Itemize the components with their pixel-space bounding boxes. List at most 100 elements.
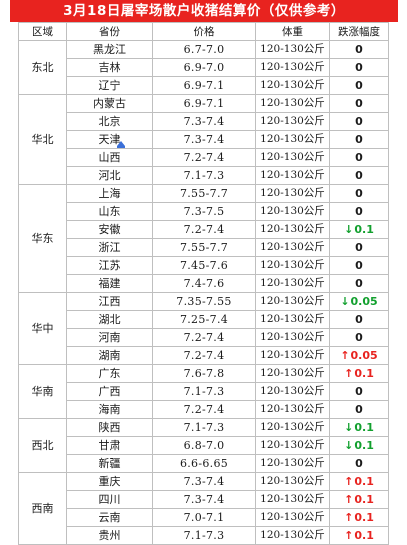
- arrow-down-icon: ↓: [344, 223, 354, 236]
- change-cell: 0: [329, 130, 389, 149]
- price-table: 区域 省份 价格 体重 跌涨幅度 东北 黑龙江 6.7-7.0 120-130公斤 0 吉…: [18, 22, 389, 545]
- table-row: 湖南 7.2-7.4 120-130公斤 ↑0.05: [19, 346, 389, 365]
- header-weight: 体重: [255, 22, 330, 41]
- table-row: 西北 陕西 7.1-7.3 120-130公斤 ↓0.1: [18, 418, 389, 473]
- weight-cell: 120-130公斤: [255, 454, 330, 473]
- price-cell: 7.2-7.4: [152, 220, 256, 239]
- province-cell: 甘肃: [66, 436, 153, 455]
- region-cell: 华南: [18, 364, 67, 419]
- table-row: 辽宁 6.9-7.1 120-130公斤 0: [19, 76, 389, 95]
- province-cell: 河南: [66, 328, 153, 347]
- price-cell: 7.55-7.7: [152, 238, 256, 257]
- province-cell: 吉林: [66, 58, 153, 77]
- change-value: 0.1: [354, 367, 374, 380]
- price-cell: 7.3-7.4: [152, 490, 256, 509]
- province-cell: 内蒙古: [66, 94, 153, 113]
- province-cell: 广西: [66, 382, 153, 401]
- change-cell: ↑0.1: [329, 508, 389, 527]
- weight-cell: 120-130公斤: [255, 94, 330, 113]
- change-value: 0: [355, 43, 363, 56]
- change-value: 0: [355, 331, 363, 344]
- table-row: 浙江 7.55-7.7 120-130公斤 0: [19, 238, 389, 257]
- change-value: 0: [355, 133, 363, 146]
- change-cell: 0: [329, 40, 389, 59]
- price-cell: 6.6-6.65: [152, 454, 256, 473]
- weight-cell: 120-130公斤: [255, 40, 330, 59]
- province-cell: 新疆: [66, 454, 153, 473]
- change-value: 0.05: [350, 295, 378, 308]
- change-value: 0: [355, 169, 363, 182]
- arrow-down-icon: ↓: [340, 295, 350, 308]
- change-value: 0.1: [354, 529, 374, 542]
- weight-cell: 120-130公斤: [255, 400, 330, 419]
- province-cell: 四川: [66, 490, 153, 509]
- weight-cell: 120-130公斤: [255, 382, 330, 401]
- province-cell: 重庆: [66, 472, 153, 491]
- price-cell: 7.2-7.4: [152, 328, 256, 347]
- change-value: 0: [355, 385, 363, 398]
- price-cell: 7.3-7.4: [152, 112, 256, 131]
- price-cell: 6.9-7.1: [152, 94, 256, 113]
- change-cell: ↓0.1: [329, 436, 389, 455]
- price-cell: 6.9-7.0: [152, 58, 256, 77]
- change-cell: 0: [329, 94, 389, 113]
- change-value: 0: [355, 61, 363, 74]
- change-value: 0.1: [354, 493, 374, 506]
- change-value: 0: [355, 259, 363, 272]
- change-value: 0.1: [354, 439, 374, 452]
- change-value: 0: [355, 79, 363, 92]
- price-cell: 7.25-7.4: [152, 310, 256, 329]
- weight-cell: 120-130公斤: [255, 220, 330, 239]
- table-row: 四川 7.3-7.4 120-130公斤 ↑0.1: [19, 490, 389, 509]
- weight-cell: 120-130公斤: [255, 346, 330, 365]
- province-cell: 浙江: [66, 238, 153, 257]
- price-cell: 7.3-7.4: [152, 130, 256, 149]
- table-row: 湖北 7.25-7.4 120-130公斤 0: [19, 310, 389, 329]
- province-cell: 山东: [66, 202, 153, 221]
- price-cell: 7.2-7.4: [152, 400, 256, 419]
- table-row: 福建 7.4-7.6 120-130公斤 0: [19, 274, 389, 293]
- province-cell: 江苏: [66, 256, 153, 275]
- price-cell: 7.45-7.6: [152, 256, 256, 275]
- arrow-up-icon: ↑: [344, 493, 354, 506]
- region-cell: 华北: [18, 94, 67, 185]
- province-cell: 云南: [66, 508, 153, 527]
- change-value: 0.1: [354, 475, 374, 488]
- table-row: 甘肃 6.8-7.0 120-130公斤 ↓0.1: [19, 436, 389, 455]
- arrow-up-icon: ↑: [344, 511, 354, 524]
- change-cell: ↑0.1: [329, 526, 389, 545]
- weight-cell: 120-130公斤: [255, 238, 330, 257]
- change-value: 0: [355, 241, 363, 254]
- table-row: 河南 7.2-7.4 120-130公斤 0: [19, 328, 389, 347]
- header-change: 跌涨幅度: [329, 22, 389, 41]
- change-value: 0: [355, 187, 363, 200]
- price-cell: 6.8-7.0: [152, 436, 256, 455]
- table-row: 贵州 7.1-7.3 120-130公斤 ↑0.1: [19, 526, 389, 545]
- header-row: 区域 省份 价格 体重 跌涨幅度: [18, 22, 389, 41]
- table-row: 云南 7.0-7.1 120-130公斤 ↑0.1: [19, 508, 389, 527]
- price-cell: 6.9-7.1: [152, 76, 256, 95]
- arrow-up-icon: ↑: [344, 367, 354, 380]
- province-cell: 湖南: [66, 346, 153, 365]
- weight-cell: 120-130公斤: [255, 274, 330, 293]
- change-value: 0: [355, 277, 363, 290]
- region-cell: 华东: [18, 184, 67, 293]
- page-title: 3月18日屠宰场散户收猪结算价（仅供参考）: [10, 0, 398, 22]
- change-value: 0.05: [350, 349, 378, 362]
- change-cell: 0: [329, 202, 389, 221]
- change-cell: 0: [329, 166, 389, 185]
- province-cell: 天津: [66, 130, 153, 149]
- price-cell: 7.0-7.1: [152, 508, 256, 527]
- change-value: 0.1: [354, 511, 374, 524]
- change-cell: ↑0.05: [329, 346, 389, 365]
- change-cell: 0: [329, 400, 389, 419]
- weight-cell: 120-130公斤: [255, 508, 330, 527]
- table-row: 新疆 6.6-6.65 120-130公斤 0: [19, 454, 389, 473]
- price-cell: 7.6-7.8: [152, 364, 256, 383]
- weight-cell: 120-130公斤: [255, 76, 330, 95]
- table-row: 广西 7.1-7.3 120-130公斤 0: [19, 382, 389, 401]
- change-cell: ↓0.1: [329, 418, 389, 437]
- table-row: 华中 江西 7.35-7.55 120-130公斤 ↓0.05: [18, 292, 389, 365]
- change-value: 0: [355, 151, 363, 164]
- change-cell: ↑0.1: [329, 472, 389, 491]
